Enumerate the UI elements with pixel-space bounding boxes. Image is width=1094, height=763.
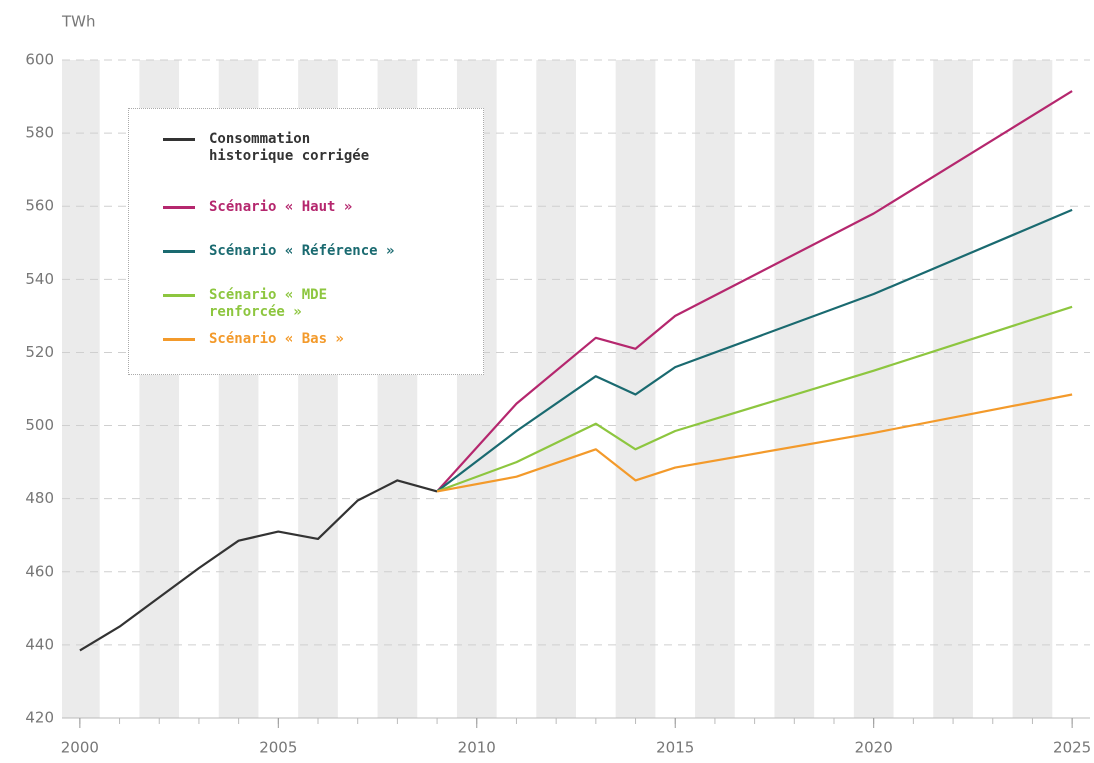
legend-item: Consommation historique corrigée	[163, 131, 399, 165]
y-tick-label: 500	[25, 416, 54, 434]
y-tick-label: 420	[25, 709, 54, 727]
series-line	[436, 208, 1073, 493]
y-tick-label: 460	[25, 562, 54, 580]
y-tick-label: 520	[25, 343, 54, 361]
band	[62, 60, 100, 718]
y-tick-label: 560	[25, 197, 54, 215]
legend-label: Scénario « Haut »	[209, 199, 353, 215]
series-line	[79, 479, 438, 652]
y-tick-label: 540	[25, 270, 54, 288]
x-tick-label: 2015	[656, 739, 694, 757]
legend-swatch	[163, 250, 195, 253]
legend-label: Scénario « Référence »	[209, 243, 395, 259]
x-tick-label: 2020	[855, 739, 893, 757]
x-tick-label: 2010	[458, 739, 496, 757]
legend-label: Scénario « Bas »	[209, 331, 344, 347]
series-line	[436, 305, 1073, 493]
legend-swatch	[163, 206, 195, 209]
band	[536, 60, 576, 718]
legend-item: Scénario « MDE renforcée »	[163, 287, 399, 321]
legend-swatch	[163, 294, 195, 297]
band	[695, 60, 735, 718]
y-tick-label: 580	[25, 124, 54, 142]
band	[1012, 60, 1053, 718]
legend-item: Scénario « Bas »	[163, 331, 399, 348]
legend-item: Scénario « Référence »	[163, 243, 399, 260]
series-line	[436, 90, 1073, 493]
x-tick-label: 2025	[1053, 739, 1091, 757]
legend-swatch	[163, 338, 195, 341]
band	[853, 60, 894, 718]
legend-label: Scénario « MDE renforcée »	[209, 287, 328, 320]
legend-label: Consommation historique corrigée	[209, 131, 370, 164]
legend-swatch	[163, 138, 195, 141]
y-tick-label: 600	[25, 51, 54, 69]
band	[774, 60, 815, 718]
y-tick-label: 480	[25, 489, 54, 507]
x-tick-label: 2000	[61, 739, 99, 757]
legend: Consommation historique corrigée Scénario…	[128, 108, 484, 375]
series-line	[436, 393, 1073, 493]
legend-item: Scénario « Haut »	[163, 199, 399, 216]
band	[933, 60, 973, 718]
y-unit: TWh	[61, 13, 96, 31]
x-tick-label: 2005	[259, 739, 297, 757]
y-tick-label: 440	[25, 635, 54, 653]
